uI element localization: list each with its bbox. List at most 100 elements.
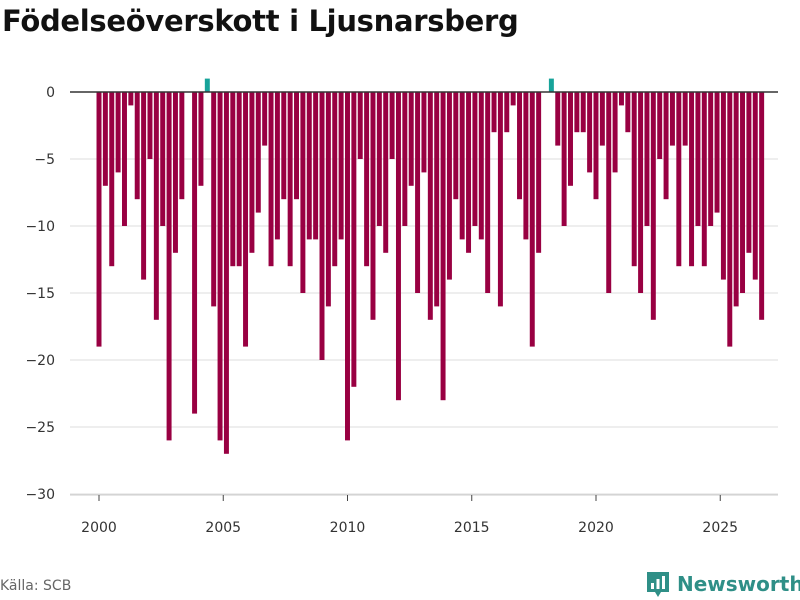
bar[interactable] <box>676 92 682 267</box>
bar[interactable] <box>351 92 357 387</box>
bar[interactable] <box>644 92 650 226</box>
bar[interactable] <box>459 92 465 240</box>
bar[interactable] <box>243 92 249 347</box>
bar[interactable] <box>262 92 268 146</box>
bar[interactable] <box>172 92 178 253</box>
bar[interactable] <box>759 92 765 320</box>
bar[interactable] <box>415 92 421 293</box>
bar[interactable] <box>153 92 159 320</box>
bar[interactable] <box>708 92 714 226</box>
bar[interactable] <box>160 92 166 226</box>
bar[interactable] <box>109 92 115 267</box>
bar[interactable] <box>255 92 261 213</box>
bar[interactable] <box>179 92 185 200</box>
bar[interactable] <box>695 92 701 226</box>
bar[interactable] <box>313 92 319 240</box>
bar[interactable] <box>96 92 102 347</box>
bar[interactable] <box>287 92 293 267</box>
bar[interactable] <box>249 92 255 253</box>
bar[interactable] <box>529 92 535 347</box>
bar[interactable] <box>593 92 599 200</box>
bar[interactable] <box>357 92 363 159</box>
bar[interactable] <box>383 92 389 253</box>
bar[interactable] <box>364 92 370 267</box>
bar[interactable] <box>128 92 134 106</box>
bar[interactable] <box>370 92 376 320</box>
bar[interactable] <box>122 92 127 226</box>
bar[interactable] <box>453 92 459 200</box>
bar[interactable] <box>733 92 739 307</box>
bar[interactable] <box>274 92 280 240</box>
bar[interactable] <box>332 92 338 267</box>
bar[interactable] <box>478 92 484 240</box>
bar[interactable] <box>752 92 758 280</box>
bar[interactable] <box>389 92 395 159</box>
bar[interactable] <box>631 92 637 267</box>
brand-logo[interactable]: Newsworthy <box>645 570 800 598</box>
bar[interactable] <box>236 92 242 267</box>
bar[interactable] <box>689 92 695 267</box>
bar[interactable] <box>536 92 542 253</box>
bar[interactable] <box>485 92 491 293</box>
bar[interactable] <box>166 92 172 441</box>
bar[interactable] <box>669 92 675 146</box>
bar[interactable] <box>746 92 752 253</box>
bar[interactable] <box>204 78 210 92</box>
bar[interactable] <box>421 92 427 173</box>
bar[interactable] <box>434 92 440 307</box>
bar[interactable] <box>198 92 204 186</box>
bar[interactable] <box>319 92 325 360</box>
bar[interactable] <box>408 92 414 186</box>
bar[interactable] <box>612 92 618 173</box>
bar[interactable] <box>211 92 217 307</box>
bar[interactable] <box>682 92 688 146</box>
bar[interactable] <box>580 92 586 133</box>
bar[interactable] <box>281 92 287 200</box>
bar[interactable] <box>517 92 523 200</box>
bar[interactable] <box>376 92 382 226</box>
bar[interactable] <box>102 92 108 186</box>
bar[interactable] <box>625 92 631 133</box>
bar[interactable] <box>497 92 503 307</box>
bar[interactable] <box>217 92 223 441</box>
bar[interactable] <box>561 92 567 226</box>
bar[interactable] <box>472 92 478 226</box>
bar[interactable] <box>223 92 229 454</box>
bar[interactable] <box>574 92 580 133</box>
bar[interactable] <box>491 92 497 133</box>
bar[interactable] <box>466 92 472 253</box>
bar[interactable] <box>618 92 624 106</box>
bar[interactable] <box>714 92 720 213</box>
bar[interactable] <box>720 92 726 280</box>
bar[interactable] <box>300 92 306 293</box>
bar[interactable] <box>555 92 561 146</box>
bar[interactable] <box>141 92 147 280</box>
bar[interactable] <box>657 92 663 159</box>
bar[interactable] <box>427 92 433 320</box>
bar[interactable] <box>568 92 573 186</box>
bar[interactable] <box>650 92 656 320</box>
bar[interactable] <box>134 92 140 200</box>
bar[interactable] <box>504 92 510 133</box>
bar[interactable] <box>587 92 593 173</box>
bar[interactable] <box>115 92 121 173</box>
bar[interactable] <box>727 92 733 347</box>
bar[interactable] <box>306 92 312 240</box>
bar[interactable] <box>663 92 669 200</box>
bar[interactable] <box>523 92 529 240</box>
bar[interactable] <box>740 92 746 293</box>
bar[interactable] <box>192 92 198 414</box>
bar[interactable] <box>510 92 516 106</box>
bar[interactable] <box>325 92 331 307</box>
bar[interactable] <box>338 92 344 240</box>
bar[interactable] <box>440 92 446 401</box>
bar[interactable] <box>606 92 612 293</box>
bar[interactable] <box>268 92 274 267</box>
bar[interactable] <box>548 78 554 92</box>
bar[interactable] <box>230 92 236 267</box>
bar[interactable] <box>395 92 401 401</box>
bar[interactable] <box>599 92 605 146</box>
bar[interactable] <box>701 92 707 267</box>
bar[interactable] <box>294 92 299 200</box>
bar[interactable] <box>638 92 644 293</box>
